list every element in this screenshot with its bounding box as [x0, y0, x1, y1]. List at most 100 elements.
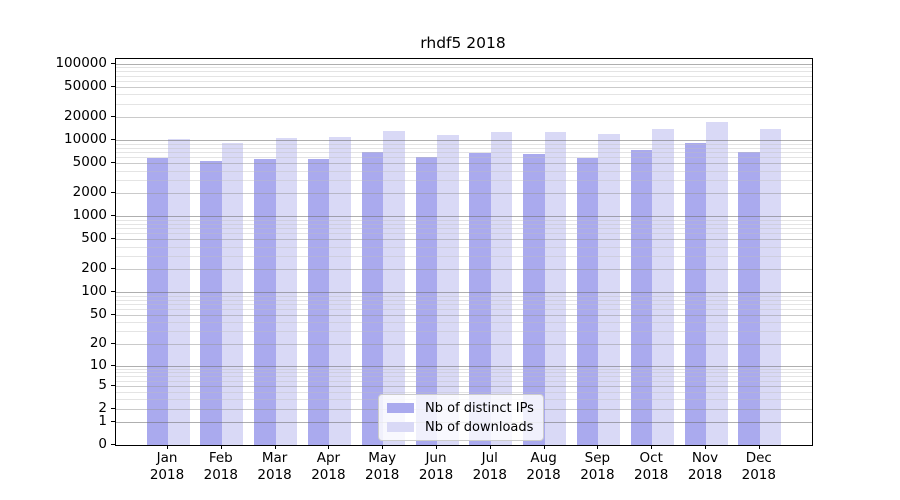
gridline-minor: [116, 94, 812, 96]
gridline-medium: [116, 163, 812, 165]
bar-downloads-dec: [759, 129, 782, 445]
x-axis-tick-label-jul: Jul 2018: [472, 450, 507, 483]
gridline-minor: [116, 147, 812, 149]
y-axis-tick-label: 50: [89, 305, 107, 322]
y-axis-tick-label: 20: [89, 335, 107, 352]
gridline-minor: [116, 308, 812, 310]
y-axis-tick-label: 5: [98, 376, 107, 393]
y-axis-tick: [111, 384, 115, 386]
x-axis-tick: [705, 445, 706, 449]
x-axis-tick: [436, 445, 437, 449]
bar-distinct-ips-oct: [630, 150, 653, 445]
plot-area: [115, 58, 813, 446]
gridline-major: [116, 216, 812, 218]
gridline-minor: [116, 322, 812, 324]
gridline-minor: [116, 256, 812, 258]
x-axis-tick-label-dec: Dec 2018: [741, 450, 776, 483]
legend-entry-downloads: Nb of downloads: [387, 419, 534, 435]
x-axis-tick-label-may: May 2018: [365, 450, 400, 483]
bar-downloads-nov: [706, 122, 728, 445]
legend-entry-distinct-ips: Nb of distinct IPs: [387, 400, 534, 416]
y-axis-tick-label: 5000: [72, 154, 107, 171]
gridline-minor: [116, 143, 812, 145]
y-axis-tick: [111, 291, 115, 293]
x-axis-tick-label-feb: Feb 2018: [203, 450, 238, 483]
y-axis-tick: [111, 162, 115, 164]
gridline-minor: [116, 219, 812, 221]
y-axis-tick: [111, 62, 115, 64]
gridline-medium: [116, 193, 812, 195]
x-axis-tick: [274, 445, 276, 449]
gridline-medium: [116, 344, 812, 346]
y-axis-tick-label: 100000: [55, 54, 107, 71]
gridline-minor: [116, 368, 812, 370]
bar-distinct-ips-dec: [738, 151, 760, 445]
gridline-medium: [116, 269, 812, 271]
bar-distinct-ips-may: [361, 151, 384, 445]
x-axis-tick-label-apr: Apr 2018: [311, 450, 346, 483]
gridline-minor: [116, 303, 812, 305]
gridline-major: [116, 292, 812, 294]
y-axis-tick: [111, 116, 115, 118]
bar-downloads-feb: [221, 142, 244, 445]
bar-distinct-ips-feb: [200, 161, 222, 445]
x-axis-tick: [597, 445, 599, 449]
x-axis-tick-label-jan: Jan 2018: [149, 450, 185, 483]
bar-distinct-ips-mar: [254, 159, 276, 445]
gridline-minor: [116, 246, 812, 248]
gridline-major: [116, 365, 812, 367]
y-axis-tick: [111, 343, 115, 345]
y-axis-tick: [111, 192, 115, 194]
x-axis-tick-label-oct: Oct 2018: [634, 450, 669, 483]
legend-swatch-downloads: [387, 422, 414, 432]
y-axis-tick: [111, 364, 115, 366]
y-axis-tick: [111, 313, 115, 315]
legend: Nb of distinct IPs Nb of downloads: [378, 394, 544, 441]
y-axis-tick: [111, 139, 115, 141]
gridline-minor: [116, 223, 812, 225]
gridline-minor: [116, 151, 812, 153]
y-axis-tick: [111, 215, 115, 217]
x-axis-tick: [167, 445, 168, 449]
y-axis-tick-label: 20000: [64, 108, 107, 125]
bar-downloads-mar: [275, 137, 298, 445]
x-axis-tick-label-mar: Mar 2018: [257, 450, 292, 483]
y-axis-tick-label: 0: [98, 436, 107, 452]
bar-downloads-jun: [437, 135, 459, 445]
y-axis-tick-label: 10000: [64, 131, 107, 148]
x-axis-tick: [489, 445, 491, 449]
x-axis-tick: [220, 445, 222, 449]
gridline-minor: [116, 299, 812, 301]
gridline-minor: [116, 157, 812, 159]
y-axis-tick: [111, 407, 115, 409]
x-axis-tick: [758, 445, 760, 449]
bar-downloads-aug: [544, 131, 567, 445]
gridline-minor: [116, 228, 812, 230]
x-axis-tick-label-aug: Aug 2018: [526, 450, 561, 483]
x-axis-tick: [651, 445, 653, 449]
gridline-major: [116, 63, 812, 65]
gridline-medium: [116, 239, 812, 241]
x-axis-tick: [382, 445, 384, 449]
bar-downloads-jul: [490, 132, 513, 445]
legend-label-downloads: Nb of downloads: [425, 419, 534, 435]
bar-distinct-ips-aug: [523, 153, 545, 445]
gridline-minor: [116, 80, 812, 82]
y-axis-tick-label: 1000: [72, 207, 107, 224]
legend-swatch-distinct-ips: [387, 403, 414, 413]
y-axis-tick-label: 2: [98, 399, 107, 416]
y-axis-tick-label: 1: [98, 413, 107, 430]
gridline-minor: [116, 75, 812, 77]
gridline-minor: [116, 331, 812, 333]
x-axis-tick-label-nov: Nov 2018: [687, 450, 723, 483]
gridline-minor: [116, 380, 812, 382]
y-axis-tick-label: 500: [81, 230, 107, 247]
bar-distinct-ips-nov: [684, 142, 706, 445]
y-axis-tick-label: 100: [81, 283, 107, 300]
y-axis-tick: [111, 268, 115, 270]
chart-title: rhdf5 2018: [420, 34, 506, 52]
gridline-minor: [116, 71, 812, 73]
bar-downloads-oct: [652, 129, 674, 445]
gridline-minor: [116, 372, 812, 374]
y-axis-tick-label: 2000: [72, 184, 107, 201]
